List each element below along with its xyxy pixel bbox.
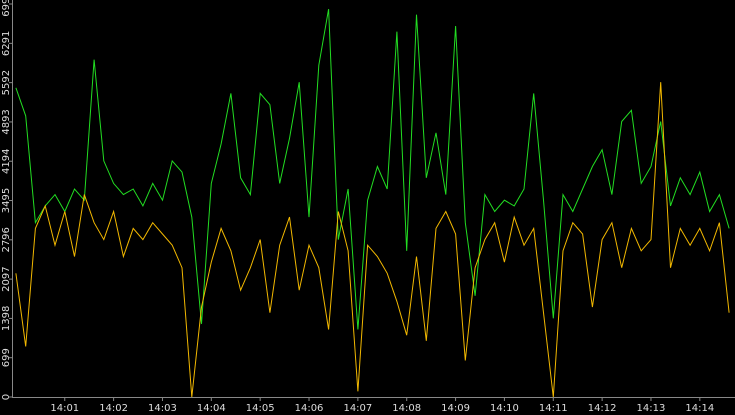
data-line — [15, 82, 730, 398]
data-line — [15, 9, 730, 330]
y-tick-label: 699 — [1, 348, 12, 367]
y-tick-label: 5592 — [1, 70, 12, 95]
y-tick-label: 4194 — [1, 149, 12, 174]
x-tick-label: 14:02 — [99, 403, 128, 414]
x-tick-label: 14:06 — [295, 403, 324, 414]
x-tick-label: 14:08 — [392, 403, 421, 414]
y-tick-label: 1398 — [1, 306, 12, 331]
y-tick-label: 6291 — [1, 31, 12, 56]
x-tick-label: 14:13 — [637, 403, 666, 414]
x-tick-label: 14:01 — [50, 403, 79, 414]
x-tick-label: 14:14 — [685, 403, 714, 414]
x-tick-label: 14:09 — [441, 403, 470, 414]
y-tick-label: 6991 — [1, 0, 12, 17]
x-tick-label: 14:11 — [539, 403, 568, 414]
y-tick-label: 2097 — [1, 266, 12, 291]
y-tick-label: 0 — [1, 394, 12, 400]
x-tick-label: 14:04 — [197, 403, 226, 414]
x-tick-label: 14:07 — [343, 403, 372, 414]
x-tick-label: 14:10 — [490, 403, 519, 414]
y-tick-label: 4893 — [1, 109, 12, 134]
x-tick-label: 14:12 — [588, 403, 617, 414]
y-tick-label: 3495 — [1, 188, 12, 213]
y-tick-label: 2796 — [1, 227, 12, 252]
x-tick-label: 14:05 — [246, 403, 275, 414]
x-tick-label: 14:03 — [148, 403, 177, 414]
